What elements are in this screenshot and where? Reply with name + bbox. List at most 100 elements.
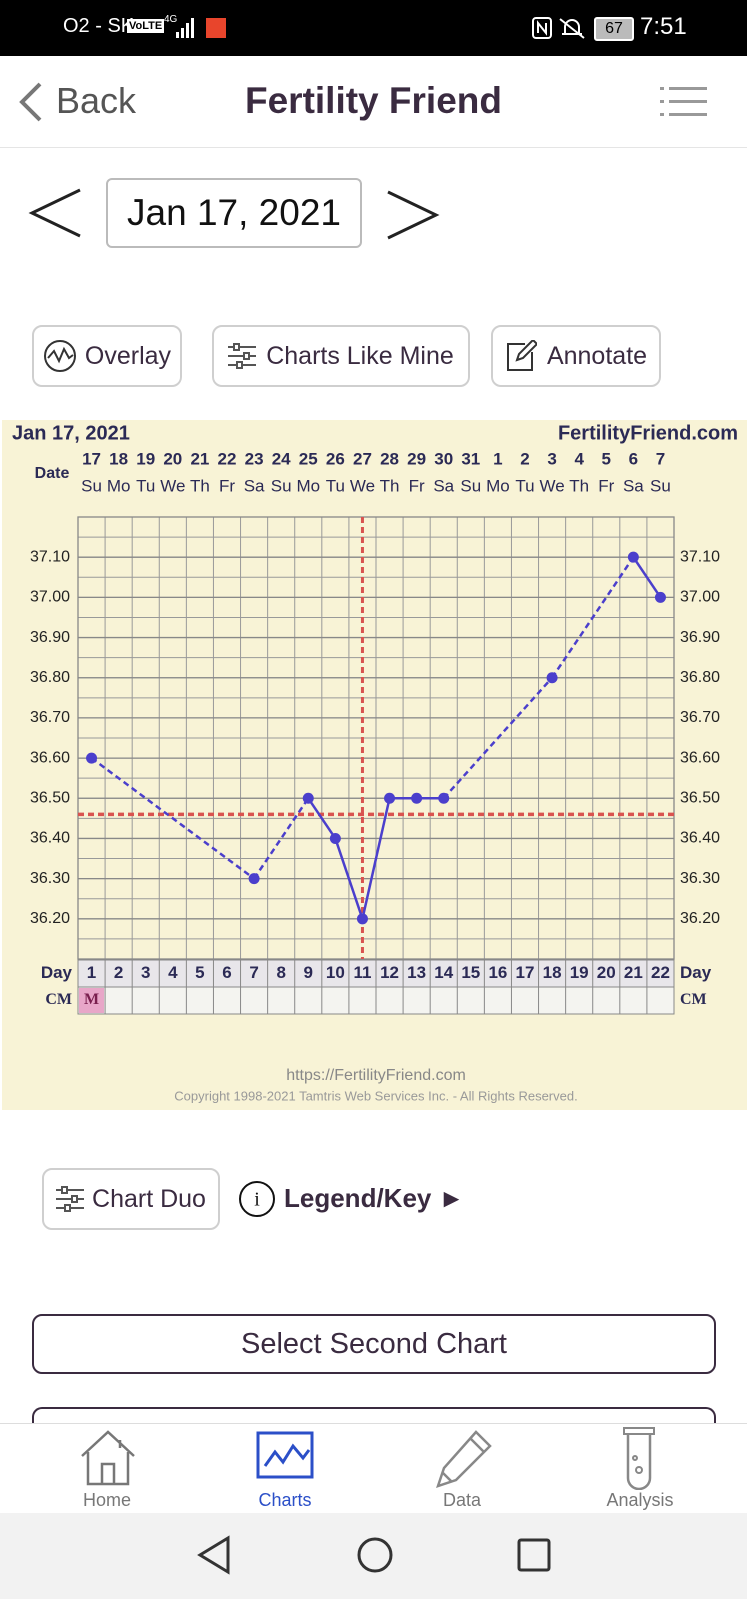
temp-point bbox=[627, 551, 639, 563]
cm-value: M bbox=[84, 991, 99, 1008]
day-number: 5 bbox=[195, 963, 204, 982]
bbt-chart: Jan 17, 2021 FertilityFriend.com Date ht… bbox=[2, 420, 747, 1110]
weekday: Sa bbox=[244, 476, 265, 495]
day-number: 13 bbox=[407, 963, 426, 982]
y-tick-label-right: 36.40 bbox=[680, 830, 720, 847]
nav-charts[interactable]: Charts bbox=[258, 1490, 312, 1510]
clock: 7:51 bbox=[640, 13, 687, 40]
temp-segment bbox=[90, 757, 255, 880]
temp-point bbox=[302, 792, 314, 804]
volte: VoLTE bbox=[127, 19, 165, 33]
chart-duo-label: Chart Duo bbox=[92, 1184, 206, 1213]
menu-icon[interactable] bbox=[660, 86, 708, 118]
temp-point bbox=[86, 752, 98, 764]
temp-segment bbox=[253, 797, 310, 880]
y-tick-label-right: 36.90 bbox=[680, 629, 720, 646]
annotate-button[interactable]: Annotate bbox=[491, 325, 661, 387]
weekday: Th bbox=[380, 476, 400, 495]
temp-point bbox=[248, 873, 260, 885]
battery: 67 bbox=[594, 17, 634, 41]
header: Back Fertility Friend bbox=[0, 56, 747, 148]
sliders-icon bbox=[228, 343, 257, 369]
overlay-button[interactable]: Overlay bbox=[32, 325, 182, 387]
app-title: Fertility Friend bbox=[245, 80, 502, 121]
nav-home[interactable]: Home bbox=[82, 1490, 131, 1510]
date-box[interactable]: Jan 17, 2021 bbox=[106, 178, 362, 248]
day-number: 22 bbox=[651, 963, 670, 982]
overlay-label: Overlay bbox=[84, 341, 172, 370]
weekday: Fr bbox=[598, 476, 614, 495]
info-icon[interactable]: i bbox=[237, 1179, 277, 1219]
back-icon[interactable] bbox=[16, 80, 46, 124]
weekday: Mo bbox=[296, 476, 320, 495]
y-tick-label: 36.20 bbox=[30, 910, 70, 927]
legend-link[interactable]: Legend/Key ► bbox=[284, 1183, 465, 1213]
partial-button bbox=[32, 1407, 716, 1437]
date-row-label: Date bbox=[35, 465, 70, 482]
sys-back[interactable] bbox=[196, 1535, 232, 1575]
temp-point bbox=[411, 792, 423, 804]
weekday: Th bbox=[190, 476, 210, 495]
y-tick-label: 37.10 bbox=[30, 548, 70, 565]
prev-arrow[interactable] bbox=[28, 188, 84, 238]
date-number: 29 bbox=[407, 449, 426, 468]
y-tick-label-right: 37.10 bbox=[680, 548, 720, 565]
weekday: We bbox=[539, 476, 564, 495]
y-tick-label: 36.50 bbox=[30, 789, 70, 806]
date-number: 20 bbox=[163, 449, 182, 468]
y-tick-label-right: 36.70 bbox=[680, 709, 720, 726]
date-number: 28 bbox=[380, 449, 399, 468]
analysis-icon[interactable] bbox=[622, 1426, 656, 1490]
weekday: Th bbox=[569, 476, 589, 495]
status-bar: O2 - SK VoLTE 4G 67 7:51 bbox=[0, 0, 747, 56]
date-number: 18 bbox=[109, 449, 128, 468]
date-number: 5 bbox=[602, 449, 611, 468]
day-number: 16 bbox=[488, 963, 507, 982]
charts-like-mine-button[interactable]: Charts Like Mine bbox=[212, 325, 470, 387]
day-number: 4 bbox=[168, 963, 178, 982]
data-icon[interactable] bbox=[432, 1428, 494, 1490]
date-number: 22 bbox=[218, 449, 237, 468]
network: 4G bbox=[164, 14, 178, 25]
cm-row-label-right: CM bbox=[680, 991, 707, 1008]
weekday: Tu bbox=[326, 476, 345, 495]
day-number: 15 bbox=[461, 963, 480, 982]
temp-segment bbox=[442, 676, 554, 800]
y-tick-label: 36.70 bbox=[30, 709, 70, 726]
day-number: 2 bbox=[114, 963, 123, 982]
day-number: 7 bbox=[249, 963, 258, 982]
back-button[interactable]: Back bbox=[56, 80, 137, 121]
select-second-chart-button[interactable]: Select Second Chart bbox=[32, 1314, 716, 1374]
overlay-icon bbox=[43, 340, 76, 372]
weekday: Mo bbox=[486, 476, 510, 495]
copyright: Copyright 1998-2021 Tamtris Web Services… bbox=[174, 1088, 577, 1103]
next-arrow[interactable] bbox=[384, 190, 440, 240]
weekday: Fr bbox=[219, 476, 235, 495]
day-number: 6 bbox=[222, 963, 231, 982]
sys-home[interactable] bbox=[355, 1535, 395, 1575]
chart-duo-button[interactable]: Chart Duo bbox=[42, 1168, 220, 1230]
weekday: We bbox=[160, 476, 185, 495]
chart-title: Jan 17, 2021 bbox=[12, 422, 130, 444]
date-number: 6 bbox=[629, 449, 638, 468]
date-number: 25 bbox=[299, 449, 318, 468]
sys-recent[interactable] bbox=[516, 1537, 552, 1573]
day-row-label-right: Day bbox=[680, 963, 712, 982]
temp-point bbox=[546, 672, 558, 684]
temp-point bbox=[384, 792, 396, 804]
day-row-label: Day bbox=[41, 963, 73, 982]
weekday: Tu bbox=[136, 476, 155, 495]
cm-row-label: CM bbox=[45, 991, 72, 1008]
cm-cell bbox=[79, 988, 105, 1013]
home-icon[interactable] bbox=[78, 1428, 138, 1488]
nav-analysis[interactable]: Analysis bbox=[606, 1490, 674, 1510]
day-number: 9 bbox=[304, 963, 313, 982]
y-tick-label: 36.60 bbox=[30, 749, 70, 766]
day-number: 17 bbox=[516, 963, 535, 982]
charts-icon[interactable] bbox=[255, 1430, 315, 1484]
y-tick-label: 36.30 bbox=[30, 870, 70, 887]
nav-data[interactable]: Data bbox=[442, 1490, 482, 1510]
day-number: 12 bbox=[380, 963, 399, 982]
y-tick-label-right: 36.20 bbox=[680, 910, 720, 927]
y-tick-label-right: 37.00 bbox=[680, 589, 720, 606]
